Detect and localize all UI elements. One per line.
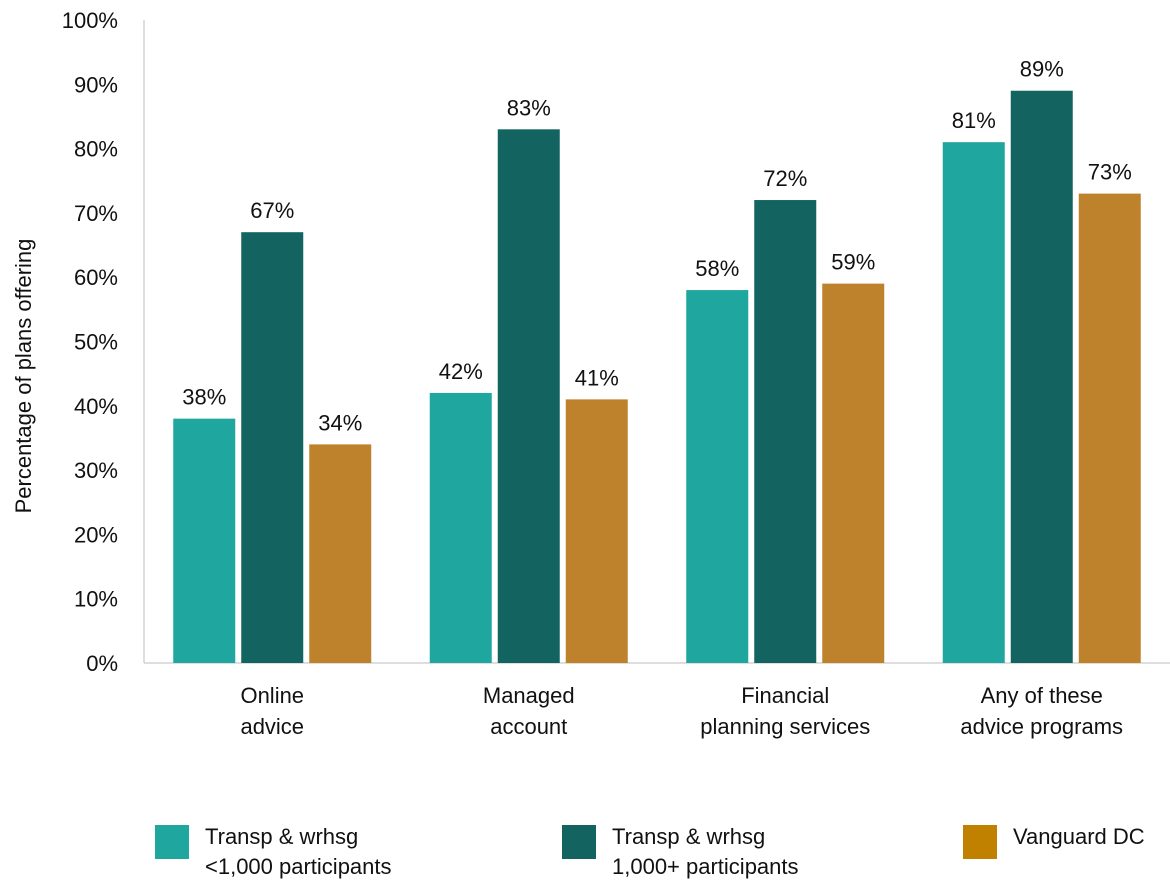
data-label: 58% [695, 256, 739, 281]
data-label: 72% [763, 166, 807, 191]
data-label: 34% [318, 410, 362, 435]
bar [498, 129, 560, 663]
legend-label-line: <1,000 participants [205, 852, 392, 882]
bar [309, 444, 371, 663]
x-tick-label: advice programs [960, 714, 1123, 739]
bar [1011, 91, 1073, 663]
bar-chart: 0% 10% 20% 30% 40% 50% 60% 70% 80% 90% 100% 38% 67% 3… [0, 0, 1170, 820]
y-tick-label: 0% [86, 651, 118, 676]
legend-label-line: Vanguard DC [1013, 822, 1145, 852]
x-tick-label: Online [240, 683, 304, 708]
legend-item-large-plans: Transp & wrhsg 1,000+ participants [562, 822, 799, 882]
y-tick-label: 100% [62, 8, 118, 33]
data-label: 89% [1020, 57, 1064, 82]
legend-swatch-small-plans [155, 825, 189, 859]
x-tick-label: advice [240, 714, 304, 739]
data-label: 38% [182, 385, 226, 410]
y-tick-label: 40% [74, 394, 118, 419]
bar [686, 290, 748, 663]
x-tick-label: Financial [741, 683, 829, 708]
y-tick-label: 10% [74, 587, 118, 612]
x-tick-label: Managed [483, 683, 575, 708]
legend-label-line: Transp & wrhsg [205, 822, 392, 852]
legend-label-line: 1,000+ participants [612, 852, 799, 882]
bar [943, 142, 1005, 663]
bar [566, 399, 628, 663]
data-label: 41% [575, 365, 619, 390]
bar [173, 419, 235, 663]
y-tick-label: 20% [74, 522, 118, 547]
bar [822, 284, 884, 663]
legend-item-small-plans: Transp & wrhsg <1,000 participants [155, 822, 392, 882]
legend-swatch-vanguard [963, 825, 997, 859]
y-tick-label: 90% [74, 72, 118, 97]
x-tick-label: account [490, 714, 567, 739]
y-tick-label: 50% [74, 330, 118, 355]
data-label: 42% [439, 359, 483, 384]
bar [754, 200, 816, 663]
legend: Transp & wrhsg <1,000 participants Trans… [0, 822, 1170, 889]
legend-label-line: Transp & wrhsg [612, 822, 799, 852]
x-tick-label: planning services [700, 714, 870, 739]
y-tick-label: 60% [74, 265, 118, 290]
data-label: 67% [250, 198, 294, 223]
y-axis-title: Percentage of plans offering [11, 239, 37, 514]
bar [430, 393, 492, 663]
y-tick-label: 80% [74, 137, 118, 162]
legend-swatch-large-plans [562, 825, 596, 859]
bar [1079, 194, 1141, 663]
y-tick-label: 70% [74, 201, 118, 226]
bar [241, 232, 303, 663]
data-label: 83% [507, 95, 551, 120]
y-tick-label: 30% [74, 458, 118, 483]
data-label: 59% [831, 250, 875, 275]
legend-item-vanguard: Vanguard DC [963, 822, 1145, 859]
x-tick-label: Any of these [981, 683, 1103, 708]
data-label: 73% [1088, 160, 1132, 185]
data-label: 81% [952, 108, 996, 133]
